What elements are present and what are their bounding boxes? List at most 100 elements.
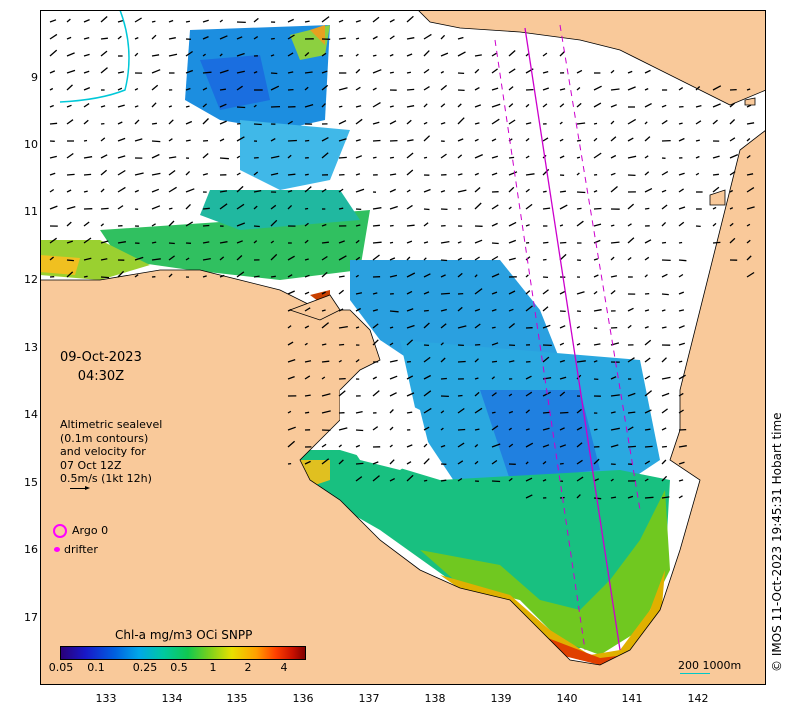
velocity-arrow [406, 105, 415, 108]
velocity-arrow [627, 392, 636, 397]
velocity-arrow [644, 256, 650, 261]
velocity-arrow [627, 445, 636, 448]
velocity-arrow [49, 87, 54, 91]
velocity-arrow [644, 496, 654, 499]
velocity-arrow [338, 255, 347, 261]
velocity-arrow [304, 139, 310, 142]
velocity-arrow [389, 375, 398, 380]
colorbar-tick: 0.1 [87, 661, 105, 674]
velocity-arrow [321, 309, 326, 312]
chlorophyll-field [40, 25, 670, 665]
velocity-arrow [117, 205, 124, 210]
velocity-arrow [542, 70, 549, 74]
date-text: 09-Oct-2023 [60, 350, 142, 365]
velocity-arrow [610, 376, 617, 380]
velocity-arrow [729, 137, 736, 142]
velocity-arrow [202, 172, 208, 176]
velocity-arrow [610, 427, 620, 431]
velocity-arrow [440, 274, 446, 278]
velocity-arrow [151, 122, 157, 125]
velocity-arrow [151, 188, 160, 193]
velocity-arrow [406, 37, 415, 40]
velocity-arrow [593, 223, 602, 227]
velocity-arrow [304, 360, 312, 363]
velocity-arrow [355, 105, 362, 108]
velocity-arrow [304, 342, 308, 346]
velocity-arrow [661, 357, 667, 363]
velocity-arrow [627, 118, 637, 125]
velocity-arrow [253, 104, 257, 108]
velocity-arrow [610, 241, 620, 244]
velocity-arrow [185, 139, 191, 142]
velocity-arrow [576, 476, 584, 482]
velocity-arrow [678, 259, 687, 262]
velocity-arrow [355, 188, 365, 193]
velocity-arrow [491, 291, 498, 295]
sealevel-contour [59, 10, 130, 103]
velocity-arrow [678, 241, 683, 244]
velocity-arrow [304, 291, 310, 295]
velocity-arrow [457, 138, 464, 142]
velocity-arrow [678, 188, 684, 193]
velocity-arrow [474, 104, 482, 108]
velocity-arrow [151, 241, 157, 244]
velocity-arrow [542, 411, 550, 414]
velocity-arrow [712, 173, 719, 176]
velocity-arrow [508, 290, 516, 295]
velocity-arrow [644, 409, 652, 414]
velocity-arrow [185, 188, 195, 193]
velocity-arrow [287, 440, 296, 448]
velocity-arrow [610, 120, 615, 125]
velocity-arrow [746, 206, 755, 210]
velocity-arrow [321, 223, 327, 227]
velocity-arrow [474, 87, 480, 91]
velocity-arrow [593, 274, 599, 278]
velocity-arrow [83, 156, 93, 159]
velocity-arrow [576, 426, 583, 431]
velocity-arrow [287, 358, 296, 363]
velocity-arrow [746, 173, 754, 176]
velocity-arrow [355, 155, 363, 159]
velocity-arrow [287, 173, 296, 176]
velocity-arrow [525, 477, 533, 482]
velocity-arrow [627, 223, 632, 227]
velocity-arrow [457, 154, 463, 159]
velocity-arrow [644, 239, 652, 244]
velocity-arrow [253, 225, 260, 228]
velocity-arrow [729, 119, 736, 125]
velocity-arrow [236, 271, 245, 278]
velocity-arrow [49, 188, 55, 193]
velocity-arrow [321, 16, 330, 23]
velocity-arrow [576, 87, 581, 91]
velocity-arrow [253, 189, 262, 193]
time-text: 04:30Z [77, 369, 125, 384]
velocity-arrow [644, 460, 651, 465]
velocity-arrow [559, 204, 568, 210]
velocity-field [49, 15, 755, 500]
velocity-arrow [491, 68, 498, 74]
velocity-arrow [202, 224, 210, 227]
velocity-arrow [338, 289, 345, 295]
velocity-arrow [83, 190, 88, 193]
legend-line: (0.1m contours) [60, 431, 149, 445]
velocity-arrow [406, 88, 415, 91]
velocity-arrow [457, 173, 463, 176]
velocity-arrow [83, 275, 88, 278]
velocity-arrow [610, 136, 617, 142]
velocity-arrow [474, 68, 480, 74]
velocity-arrow [423, 103, 428, 108]
velocity-arrow [440, 427, 444, 431]
velocity-arrow [253, 240, 258, 244]
velocity-arrow [389, 444, 393, 448]
velocity-arrow [593, 258, 599, 261]
velocity-arrow [389, 459, 395, 465]
velocity-arrow [406, 308, 414, 312]
velocity-arrow [525, 137, 530, 142]
velocity-arrow [474, 122, 480, 125]
velocity-arrow [270, 240, 275, 244]
velocity-arrow [491, 172, 498, 176]
velocity-arrow [593, 497, 602, 500]
velocity-arrow [389, 359, 398, 363]
velocity-arrow [610, 411, 616, 414]
velocity-arrow [100, 37, 108, 40]
